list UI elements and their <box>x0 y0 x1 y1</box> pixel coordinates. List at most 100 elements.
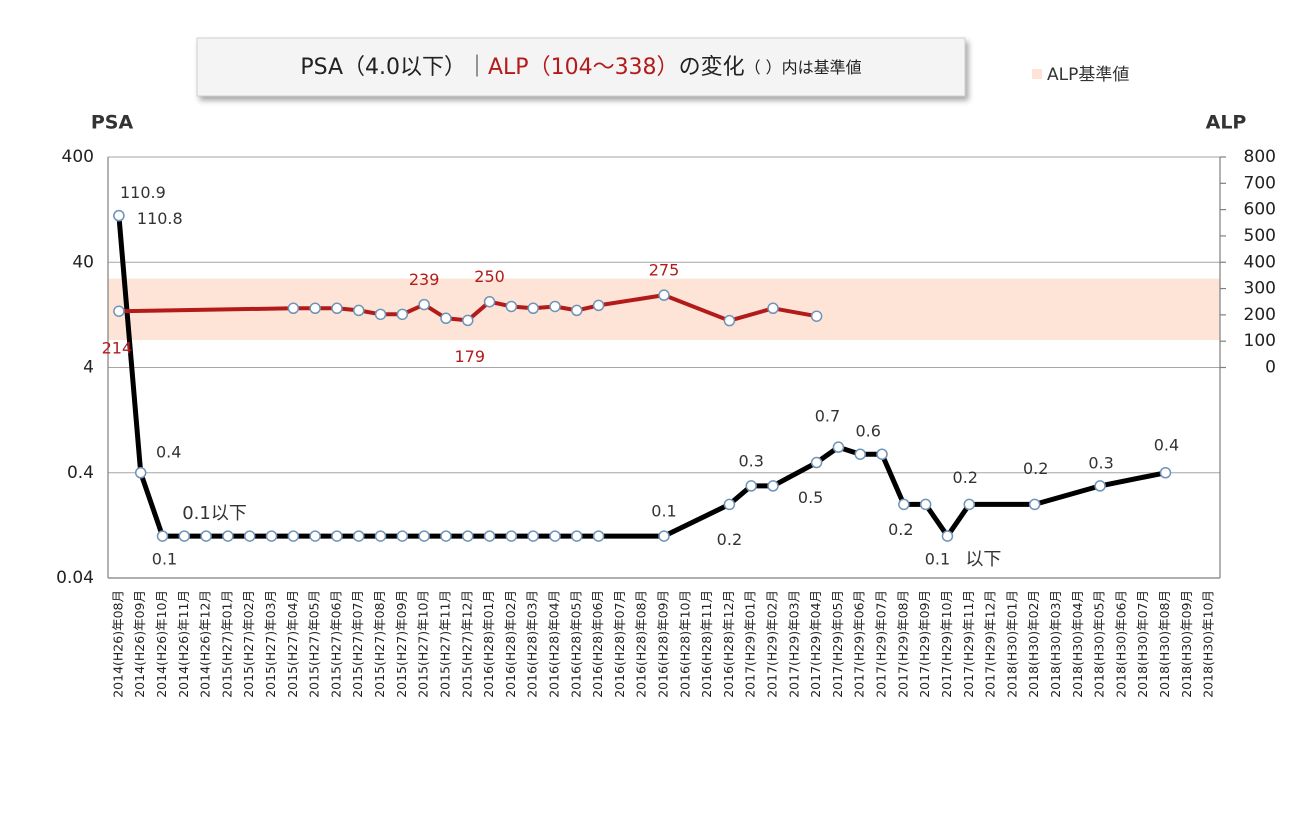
x-tick-label: 2016(H28)年05月 <box>568 590 583 698</box>
data-point <box>571 304 583 317</box>
data-label: 0.2 <box>953 468 978 487</box>
x-tick-label: 2016(H28)年10月 <box>677 590 692 698</box>
data-label: 0.5 <box>798 488 823 507</box>
data-point <box>462 530 474 542</box>
x-tick-label: 2014(H26)年11月 <box>176 590 191 698</box>
x-tick-label: 2016(H28)年11月 <box>699 590 714 698</box>
data-point <box>287 302 300 315</box>
data-point <box>876 448 888 460</box>
data-point <box>374 308 387 321</box>
x-tick-label: 2015(H27)年05月 <box>307 590 322 698</box>
data-point <box>178 530 191 542</box>
y2-tick-label: 200 <box>1244 305 1276 325</box>
series-line <box>116 213 1166 539</box>
y2-tick-label: 600 <box>1244 200 1276 220</box>
data-point <box>113 209 125 222</box>
data-label: 0.6 <box>856 422 881 441</box>
labels-layer: 0.04 0.4 4 40 400 0 100 200 300 400 500 600 700 800 20… <box>56 147 1276 698</box>
data-point <box>505 530 518 542</box>
x-tick-label: 2016(H28)年06月 <box>590 590 605 698</box>
data-point <box>418 298 430 311</box>
data-point <box>810 456 823 469</box>
data-point <box>243 530 256 542</box>
x-tick-label: 2017(H29)年05月 <box>830 590 845 698</box>
data-point <box>352 530 365 542</box>
x-tick-label: 2017(H29)年11月 <box>961 590 976 698</box>
data-point <box>745 480 757 492</box>
data-point <box>483 295 496 308</box>
axes-layer <box>107 156 1226 579</box>
x-tick-label: 2014(H26)年09月 <box>132 590 147 698</box>
data-point <box>374 530 387 542</box>
data-label: 0.7 <box>815 407 840 426</box>
data-point <box>767 302 779 315</box>
y2-tick-label: 800 <box>1244 147 1276 167</box>
title-part: ALP（104～338） <box>488 55 679 80</box>
x-tick-label: 2017(H29)年07月 <box>874 590 889 698</box>
x-tick-label: 2015(H27)年07月 <box>350 590 365 698</box>
data-point <box>134 467 147 479</box>
data-point <box>309 302 321 315</box>
data-point <box>265 530 278 542</box>
annotation: 0.1以下 <box>182 503 247 524</box>
x-tick-label: 2017(H29)年03月 <box>786 590 801 698</box>
data-point <box>352 304 365 317</box>
data-point <box>113 305 125 317</box>
data-point <box>527 530 539 542</box>
x-tick-label: 2016(H28)年12月 <box>721 590 736 698</box>
data-point <box>527 302 539 315</box>
data-point <box>1028 498 1041 511</box>
data-point <box>571 530 583 542</box>
data-label: 250 <box>474 267 505 286</box>
data-label: 0.2 <box>717 530 742 549</box>
y2-tick-label: 0 <box>1265 358 1276 378</box>
x-tick-label: 2018(H30)年02月 <box>1026 590 1041 698</box>
data-label: 179 <box>454 347 485 366</box>
data-label: 239 <box>409 270 440 289</box>
data-point <box>200 530 212 542</box>
data-point <box>549 300 561 313</box>
y2-tick-label: 500 <box>1244 226 1276 246</box>
x-tick-label: 2018(H30)年01月 <box>1004 590 1019 698</box>
title-part: PSA（4.0以下）｜ <box>300 55 488 80</box>
x-tick-label: 2018(H30)年05月 <box>1092 590 1107 698</box>
x-tick-label: 2015(H27)年10月 <box>416 590 431 698</box>
data-label: 0.3 <box>1088 453 1113 472</box>
x-tick-label: 2016(H28)年09月 <box>656 590 671 698</box>
x-tick-label: 2016(H28)年04月 <box>546 590 561 698</box>
x-tick-label: 2017(H29)年08月 <box>895 590 910 698</box>
data-label: 0.4 <box>1154 435 1179 454</box>
data-label: 275 <box>649 261 680 280</box>
x-tick-label: 2018(H30)年08月 <box>1157 590 1172 698</box>
x-tick-label: 2015(H27)年11月 <box>437 590 452 698</box>
data-point <box>723 314 736 327</box>
y-tick-label: 0.4 <box>67 463 94 483</box>
data-label: 0.1 <box>152 550 177 569</box>
data-point <box>810 310 823 322</box>
lines-layer <box>116 213 1166 539</box>
x-tick-label: 2015(H27)年12月 <box>459 590 474 698</box>
chart-title: PSA（4.0以下）｜ALP（104～338）の変化（ ）内は基準値 <box>300 55 861 80</box>
x-tick-label: 2016(H28)年08月 <box>634 590 649 698</box>
data-point <box>222 530 234 542</box>
x-tick-label: 2017(H29)年10月 <box>939 590 954 698</box>
data-label: 110.8 <box>137 209 183 228</box>
x-tick-label: 2016(H28)年01月 <box>481 590 496 698</box>
data-label: 0.1 <box>925 550 950 569</box>
data-point <box>396 530 409 542</box>
y-tick-label: 4 <box>83 358 94 378</box>
legend-label: ALP基準値 <box>1047 65 1129 85</box>
x-tick-label: 2017(H29)年04月 <box>808 590 823 698</box>
x-tick-label: 2017(H29)年02月 <box>765 590 780 698</box>
data-point <box>549 530 561 542</box>
data-point <box>658 289 670 301</box>
data-point <box>592 530 605 542</box>
y-axis-title: PSA <box>91 112 134 134</box>
x-tick-label: 2015(H27)年06月 <box>328 590 343 698</box>
title-box <box>196 37 966 97</box>
data-point <box>658 530 670 542</box>
data-point <box>483 530 496 542</box>
x-tick-label: 2018(H30)年10月 <box>1201 590 1216 698</box>
data-point <box>941 530 954 542</box>
